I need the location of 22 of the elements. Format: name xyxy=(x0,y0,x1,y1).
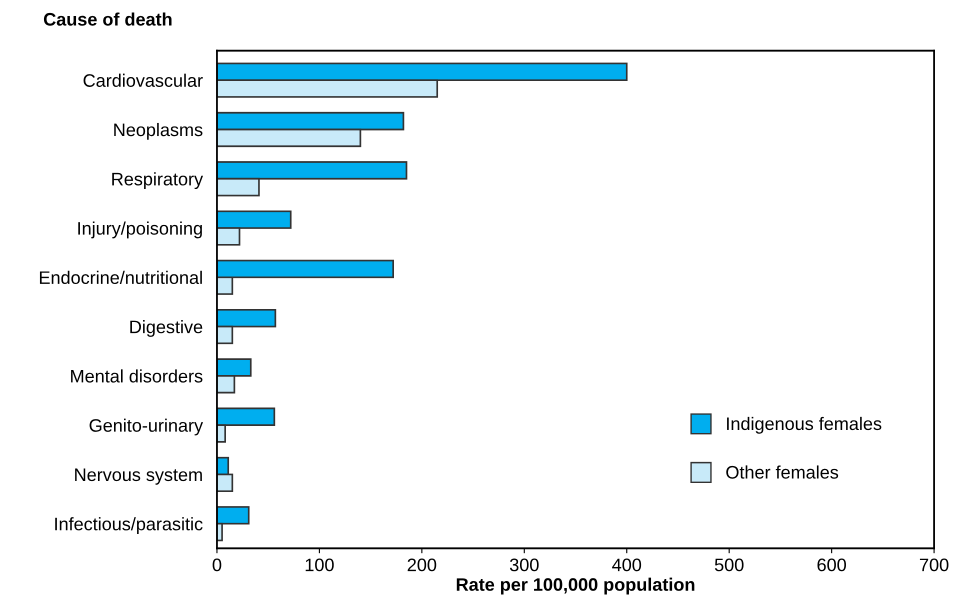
y-tick-label: Cardiovascular xyxy=(84,74,203,87)
y-axis-title: Cause of death xyxy=(44,12,172,26)
y-tick-label: Endocrine/nutritional xyxy=(40,270,202,284)
x-tick-label: 500 xyxy=(714,558,744,572)
x-tick-label: 300 xyxy=(510,558,539,572)
x-axis-title: Rate per 100,000 population xyxy=(456,578,694,594)
x-tick-label: 400 xyxy=(612,558,642,572)
x-tick-label: 600 xyxy=(817,558,846,572)
legend-label: Indigenous females xyxy=(727,416,882,434)
y-tick-label: Digestive xyxy=(130,320,202,337)
y-tick-label: Respiratory xyxy=(112,172,204,190)
legend-label: Other females xyxy=(726,465,838,479)
x-tick-label: 700 xyxy=(920,558,948,572)
x-tick-label: 200 xyxy=(408,558,436,572)
x-tick-label: 100 xyxy=(306,558,334,572)
y-tick-label: Nervous system xyxy=(75,468,202,485)
y-tick-label: Injury/poisoning xyxy=(78,222,202,238)
y-tick-label: Neoplasms xyxy=(114,122,202,140)
x-tick-label: 0 xyxy=(212,558,222,572)
y-tick-label: Genito-urinary xyxy=(90,418,204,436)
y-tick-label: Infectious/parasitic xyxy=(55,517,203,534)
y-tick-label: Mental disorders xyxy=(71,369,202,383)
